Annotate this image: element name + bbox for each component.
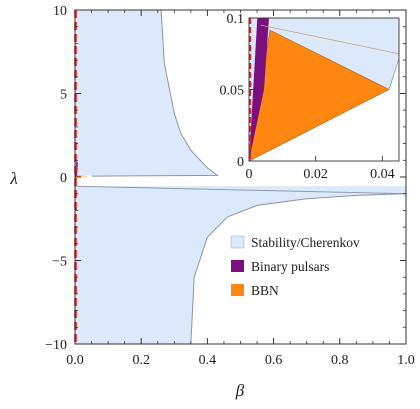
legend-label-bbn: BBN: [251, 283, 279, 298]
y-axis-label: λ: [9, 169, 17, 188]
main-plot-area: 0.0 0.2 0.4 0.6 0.8 1.0 −10 −5 0 5 10: [45, 4, 415, 368]
x-tick-label: 0.2: [132, 353, 150, 368]
x-axis-label: β: [235, 381, 245, 400]
y-tick-label: 0: [60, 171, 67, 186]
inset-binary-pulsars-region: [249, 18, 269, 161]
x-tick-label: 0.8: [331, 353, 349, 368]
x-tick-label: 1.0: [397, 353, 415, 368]
stability-region-upper: [75, 10, 218, 176]
legend-item-binary-pulsars: Binary pulsars: [231, 259, 329, 274]
stability-boundary-line: [75, 185, 406, 195]
y-tick-label: −10: [45, 338, 67, 353]
stability-boundary-lower: [190, 193, 406, 344]
y-tick-label: 5: [60, 88, 67, 103]
inset-x-tick-label: 0.04: [370, 167, 395, 182]
inset-boundary-line: [260, 24, 399, 55]
legend-item-bbn: BBN: [231, 283, 279, 298]
x-tick-label: 0.4: [199, 353, 217, 368]
stability-region-lower: [75, 186, 406, 344]
inset-plot: 0 0.02 0.04 0 0.05 0.1: [220, 12, 400, 182]
legend-label-binary-pulsars: Binary pulsars: [251, 259, 329, 274]
legend-item-stability: Stability/Cherenkov: [230, 235, 360, 250]
legend: Stability/Cherenkov Binary pulsars BBN: [230, 235, 360, 298]
inset-y-tick-label: 0.05: [220, 84, 245, 99]
x-tick-label: 0.0: [66, 353, 84, 368]
legend-label-stability: Stability/Cherenkov: [251, 235, 360, 250]
inset-boundary-edge: [388, 57, 399, 90]
stability-boundary-upper: [91, 10, 219, 177]
inset-x-tick-label: 0: [246, 167, 253, 182]
y-tick-label: 10: [53, 4, 67, 19]
y-tick-label: −5: [52, 255, 67, 270]
inset-y-tick-label: 0.1: [227, 12, 245, 27]
x-tick-label: 0.6: [265, 353, 283, 368]
inset-regions: [249, 18, 399, 161]
legend-swatch-bbn: [231, 284, 244, 296]
inset-y-tick-label: 0: [237, 155, 244, 170]
legend-swatch-stability: [230, 235, 245, 249]
inset-x-tick-label: 0.02: [303, 167, 328, 182]
legend-swatch-binary-pulsars: [231, 260, 244, 272]
